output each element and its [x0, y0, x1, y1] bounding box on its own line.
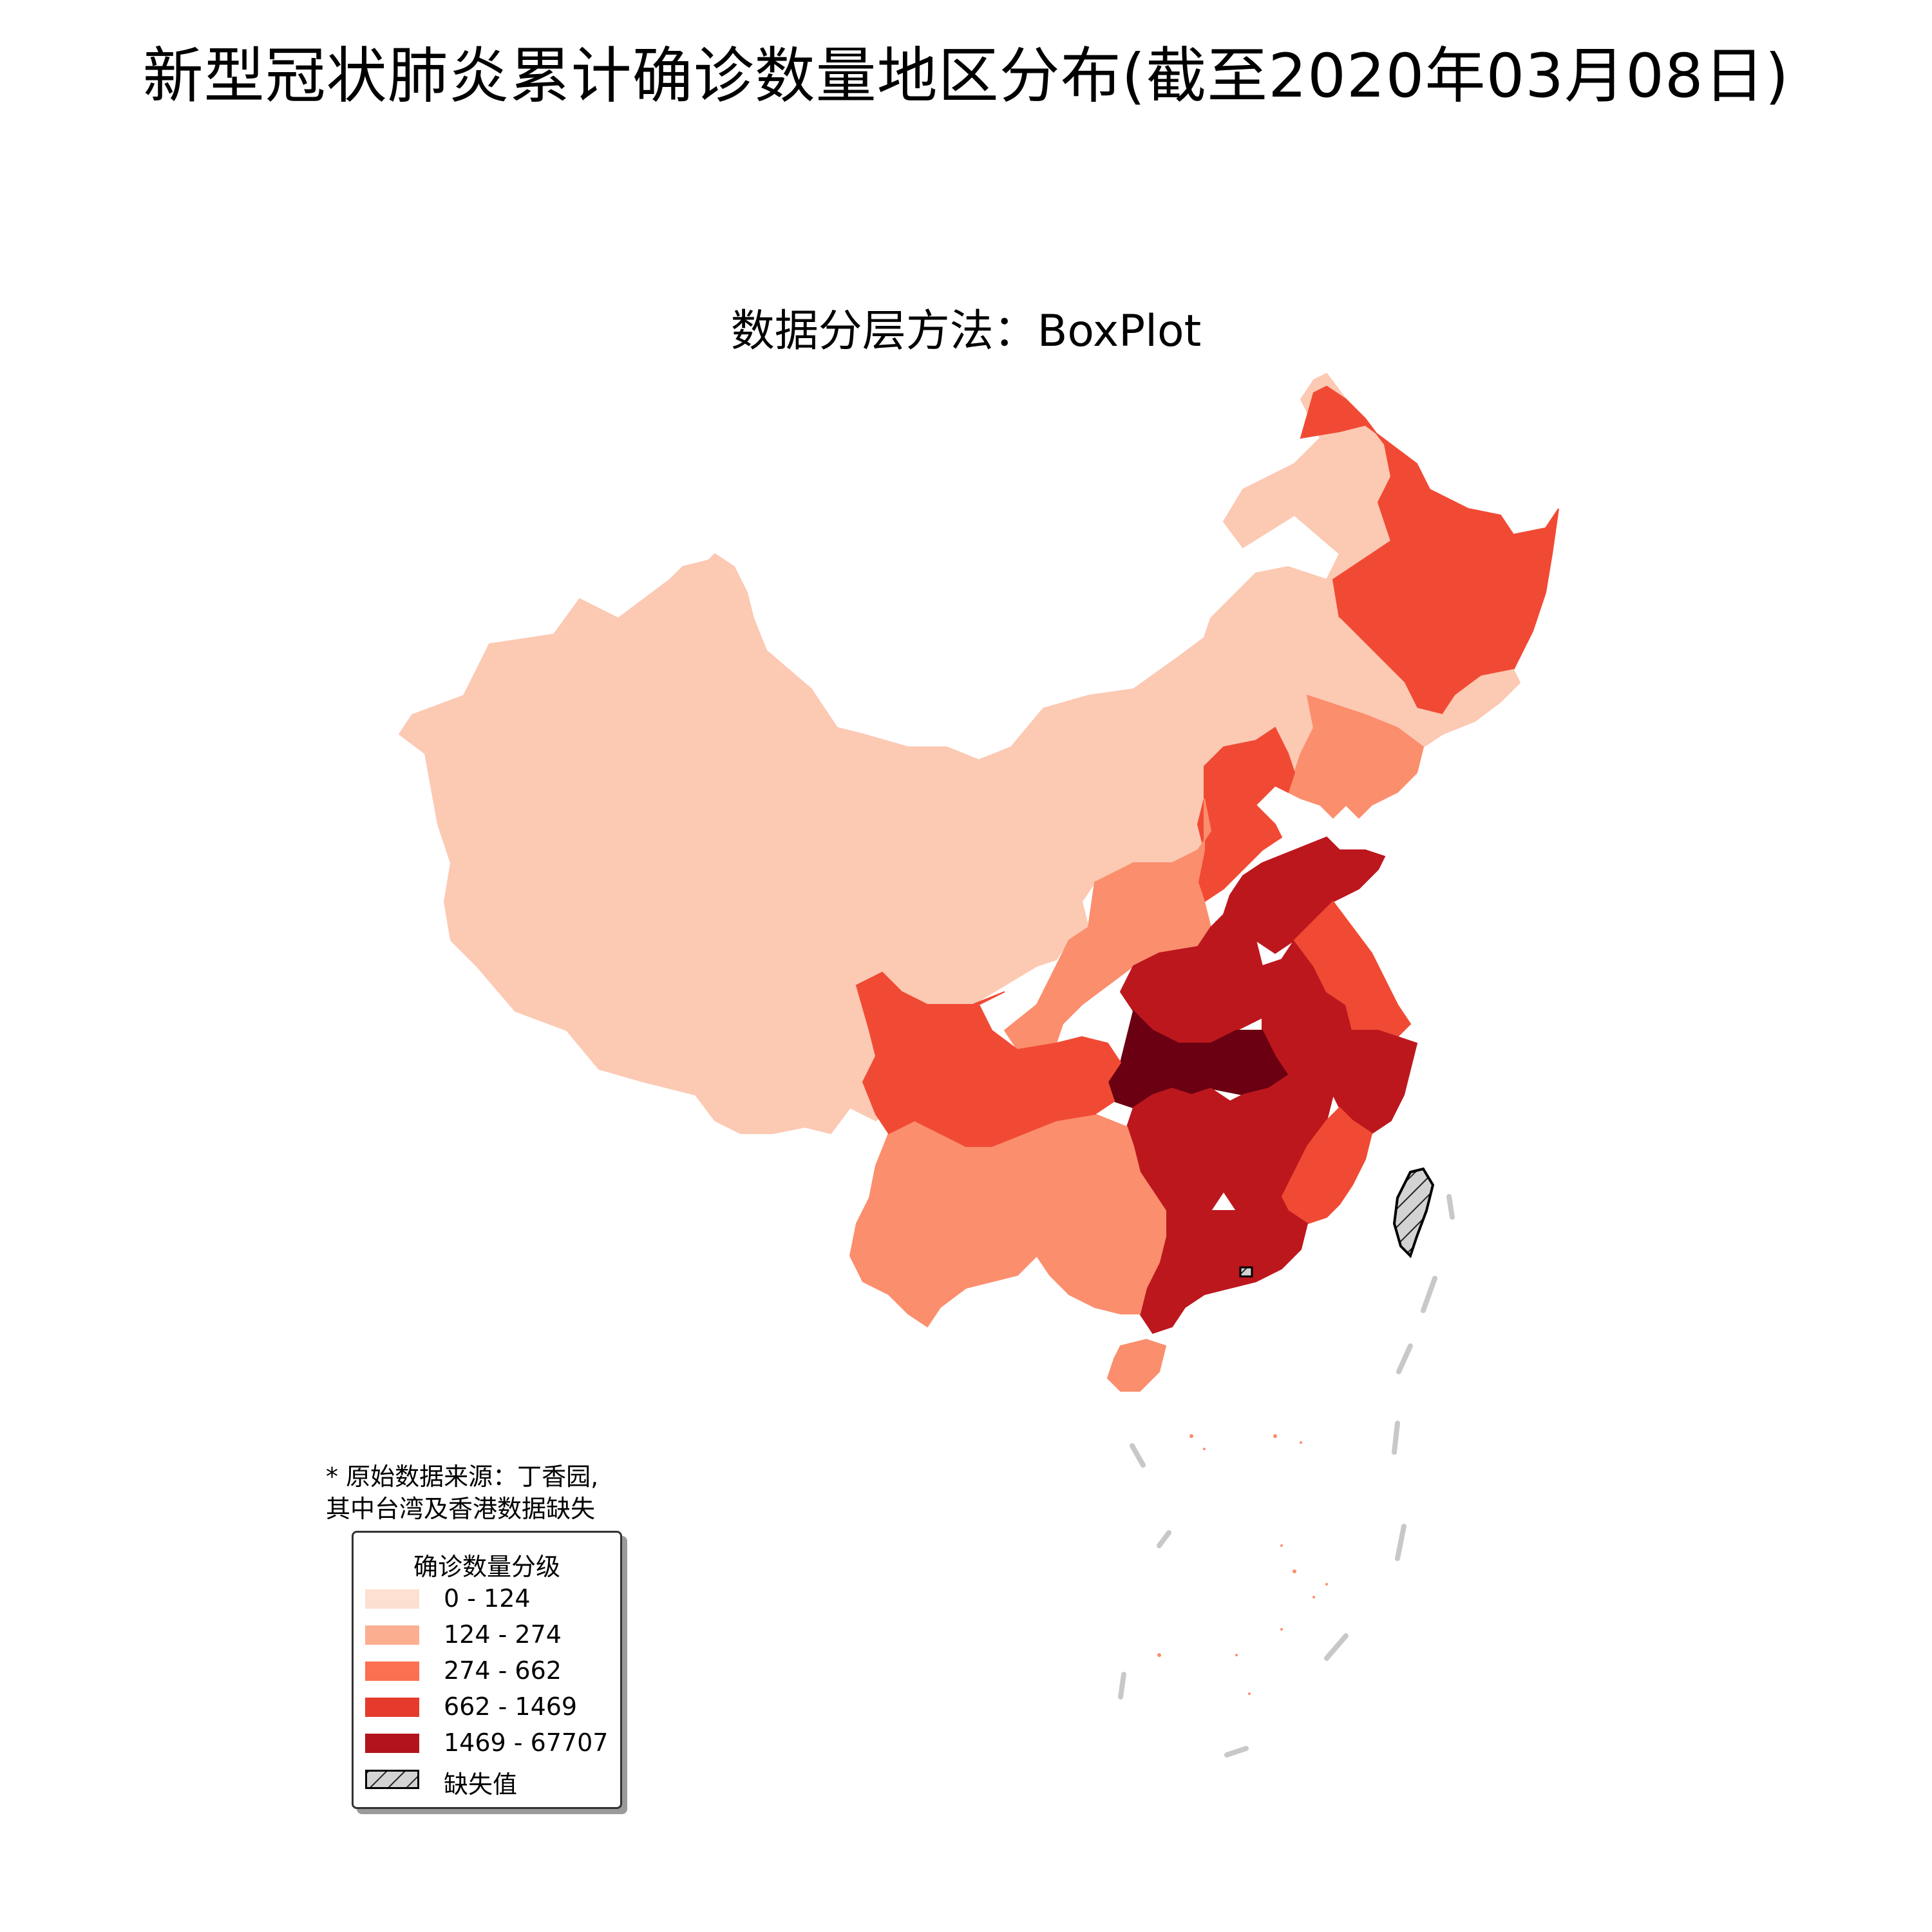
region-jiangsu: [1293, 900, 1412, 1038]
legend-swatch: [365, 1625, 419, 1645]
legend-swatch: [365, 1589, 419, 1609]
legend: 确诊数量分级 0 - 124 124 - 274 274 - 662 662 -…: [352, 1531, 622, 1809]
data-source-note: * 原始数据来源：丁香园, 其中台湾及香港数据缺失: [326, 1461, 598, 1525]
legend-item-class-1: 0 - 124: [354, 1582, 620, 1618]
legend-item-missing: 缺失值: [354, 1762, 620, 1799]
legend-label: 274 - 662: [444, 1656, 562, 1685]
legend-title: 确诊数量分级: [413, 1553, 560, 1581]
classification-method-subtitle: 数据分层方法：BoxPlot: [730, 306, 1202, 357]
note-line-2: 其中台湾及香港数据缺失: [326, 1495, 596, 1523]
legend-item-class-3: 274 - 662: [354, 1654, 620, 1690]
note-line-1: * 原始数据来源：丁香园,: [326, 1463, 599, 1491]
legend-item-class-5: 1469 - 67707: [354, 1726, 620, 1762]
south-china-sea-islands: [1157, 1434, 1328, 1695]
legend-item-class-2: 124 - 274: [354, 1618, 620, 1654]
hatch-swatch-icon: [365, 1770, 419, 1789]
legend-label: 662 - 1469: [444, 1692, 578, 1721]
legend-item-class-4: 662 - 1469: [354, 1690, 620, 1726]
region-hainan: [1106, 1338, 1167, 1392]
region-sichuan: [855, 971, 1122, 1147]
region-taiwan-missing: [1392, 1167, 1435, 1258]
nine-dash-line: [1118, 1194, 1455, 1757]
legend-label: 0 - 124: [444, 1584, 531, 1613]
legend-label: 124 - 274: [444, 1620, 562, 1649]
legend-label: 1469 - 67707: [444, 1728, 609, 1757]
legend-swatch: [365, 1698, 419, 1717]
map-title: 新型冠状肺炎累计确诊数量地区分布(截至2020年03月08日): [142, 41, 1790, 111]
legend-swatch: [365, 1662, 419, 1681]
legend-swatch: [365, 1734, 419, 1753]
region-hongkong-missing: [1239, 1266, 1253, 1278]
legend-label-missing: 缺失值: [444, 1770, 518, 1799]
region-liaoning: [1287, 694, 1425, 819]
region-fujian: [1280, 1106, 1373, 1225]
